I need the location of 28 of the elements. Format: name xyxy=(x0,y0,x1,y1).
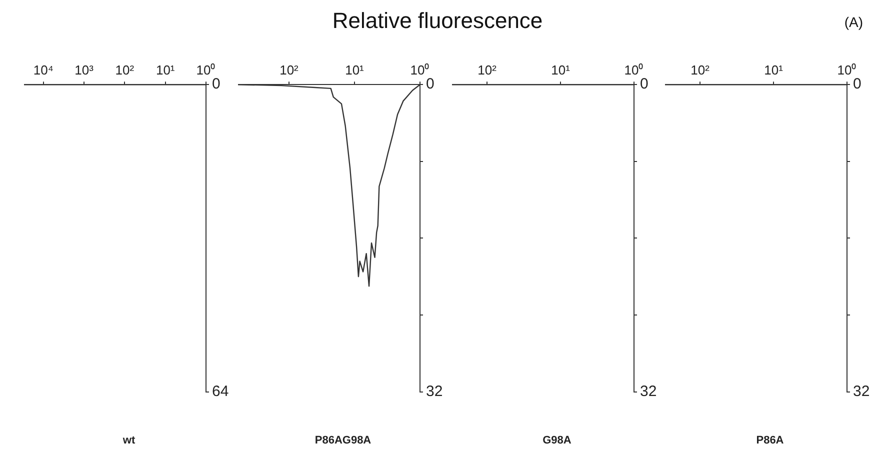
x-tick-label: 10⁰ xyxy=(624,62,644,78)
y-tick-label: 32 xyxy=(853,382,870,400)
y-tick-label: 32 xyxy=(640,382,657,400)
text: Relative fluorescence xyxy=(332,8,543,34)
y-tick-label: 0 xyxy=(426,76,434,93)
x-tick-label: 10² xyxy=(478,62,498,78)
x-tick-label: 10⁰ xyxy=(196,62,216,78)
text: wt xyxy=(122,434,136,446)
text: P86A xyxy=(756,434,784,446)
text: (A) xyxy=(844,14,863,30)
text: P86AG98A xyxy=(314,434,372,446)
x-tick-label: 10¹ xyxy=(156,62,176,78)
y-tick-label: 64 xyxy=(212,382,229,400)
x-tick-label: 10¹ xyxy=(764,62,784,78)
x-tick-label: 10⁰ xyxy=(410,62,430,78)
x-tick-label: 10² xyxy=(115,62,135,78)
x-tick-label: 10⁰ xyxy=(837,62,857,78)
x-tick-label: 10⁴ xyxy=(33,62,54,78)
x-tick-label: 10² xyxy=(690,62,710,78)
x-tick-label: 10² xyxy=(280,62,300,78)
x-tick-label: 10¹ xyxy=(345,62,365,78)
y-tick-label: 0 xyxy=(640,76,648,93)
y-tick-label: 0 xyxy=(212,76,220,93)
y-tick-label: 0 xyxy=(853,76,862,93)
x-tick-label: 10¹ xyxy=(551,62,571,78)
text: G98A xyxy=(542,434,572,446)
x-tick-label: 10³ xyxy=(74,62,94,78)
y-tick-label: 32 xyxy=(426,382,443,400)
